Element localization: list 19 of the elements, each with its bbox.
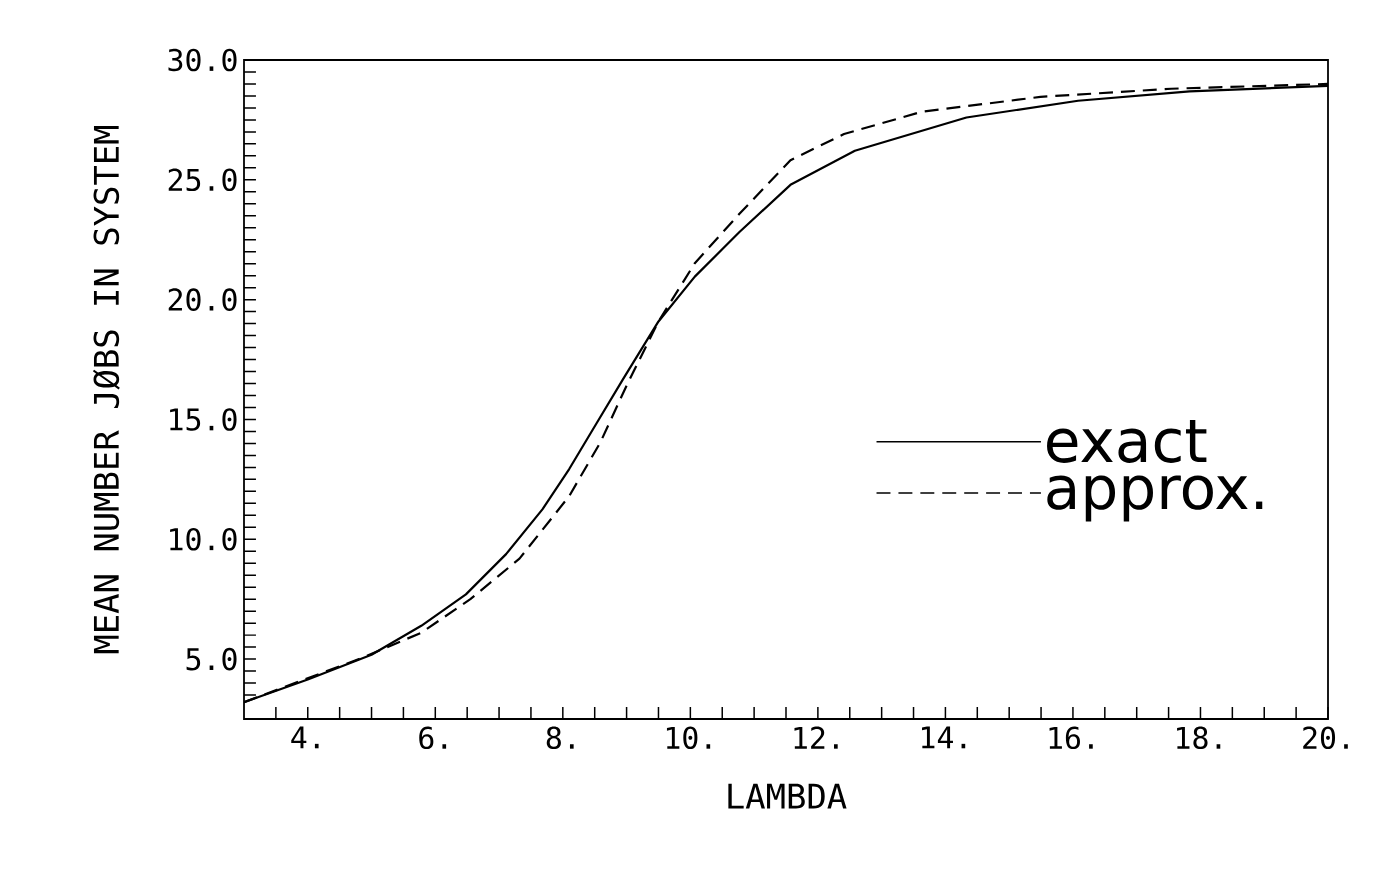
- y-tick-label: 5.0: [186, 647, 237, 671]
- x-axis-title: LAMBDA: [728, 783, 847, 809]
- y-tick-label: 20.0: [168, 288, 237, 311]
- x-tick-label: 20.: [1303, 726, 1348, 750]
- y-tick-label: 25.0: [168, 168, 237, 192]
- x-tick-label: 4.: [291, 726, 319, 749]
- legend-label: approx.: [1047, 475, 1263, 522]
- y-tick-label: 10.0: [170, 527, 237, 551]
- x-tick-label: 12.: [794, 726, 838, 749]
- x-tick-label: 18.: [1177, 726, 1221, 750]
- y-axis-title: MEAN NUMBER JØBS IN SYSTEM: [92, 125, 120, 654]
- y-tick-label: 30.0: [168, 48, 237, 72]
- x-tick-label: 16.: [1049, 726, 1093, 750]
- x-tick-label: 8.: [546, 726, 574, 750]
- y-tick-label: 15.0: [170, 408, 237, 431]
- x-tick-label: 10.: [666, 726, 711, 750]
- x-tick-label: 14.: [922, 726, 966, 749]
- x-tick-label: 6.: [419, 726, 447, 750]
- legend-label: exact: [1047, 420, 1207, 463]
